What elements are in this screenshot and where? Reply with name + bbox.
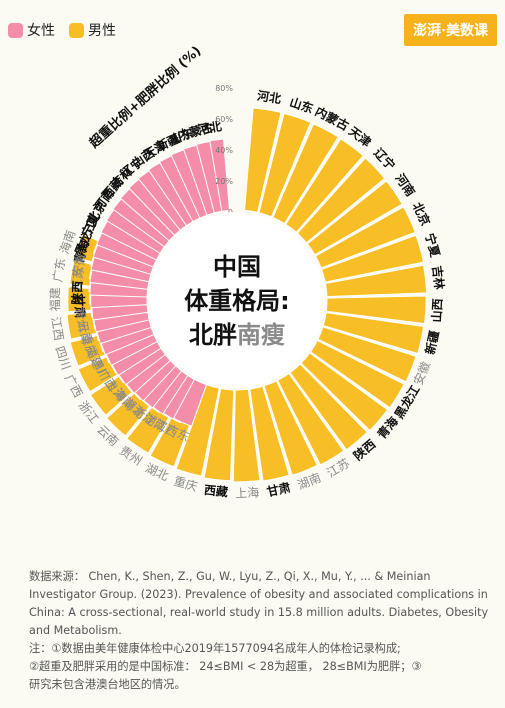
male-bar (276, 372, 345, 466)
female-label: 河北 (196, 118, 223, 137)
male-bar (249, 385, 290, 482)
male-label: 宁夏 (422, 231, 443, 259)
male-bar (322, 312, 425, 355)
brand-logo: 澎湃·美数课 (404, 14, 497, 46)
male-label: 吉林 (430, 265, 448, 291)
female-label: 贵州 (73, 307, 90, 333)
y-tick-label: 20% (215, 177, 233, 186)
male-bar (203, 387, 235, 482)
male-bar (263, 380, 319, 476)
bars-group (66, 107, 428, 483)
legend-swatch-female (8, 22, 23, 38)
male-label: 福建 (47, 287, 62, 311)
legend-swatch-male (69, 22, 84, 38)
male-bar (272, 123, 340, 225)
male-label: 北京 (410, 200, 434, 228)
female-label: 云南 (75, 319, 95, 346)
male-bar (314, 206, 416, 269)
center-title-line1: 中国 (213, 253, 261, 281)
legend-label-female: 女性 (27, 23, 55, 39)
center-title-south: 南瘦 (237, 321, 285, 349)
center-disc (149, 212, 325, 388)
note-line-1: 注：①数据由美年健康体检中心2019年1577094名成年人的体检记录构成; (29, 642, 401, 655)
male-label: 重庆 (172, 474, 199, 494)
y-tick-label: 80% (215, 84, 233, 93)
center-title-line2: 体重格局: (184, 287, 290, 315)
male-bar (175, 384, 220, 477)
legend: 女性 男性 (8, 20, 124, 40)
male-bar (325, 295, 427, 325)
male-bar (232, 388, 261, 483)
female-label: 甘肃 (72, 294, 88, 319)
male-label: 山东 (288, 94, 316, 116)
male-label: 广东 (50, 257, 68, 283)
source-notes: 数据来源： Chen, K., Shen, Z., Gu, W., Lyu, Z… (29, 568, 489, 694)
male-bar (324, 264, 428, 298)
female-label: 重庆 (79, 332, 99, 359)
male-label: 上海 (235, 485, 260, 501)
male-label: 西藏 (203, 482, 229, 500)
female-label: 山东 (167, 125, 195, 147)
male-bar (320, 234, 425, 283)
center-title-north: 北胖 (189, 321, 237, 349)
note-line-3: 研究未包含港澳台地区的情况。 (29, 678, 186, 691)
legend-label-male: 男性 (88, 23, 116, 39)
male-label: 新疆 (422, 329, 442, 356)
male-label: 山西 (429, 298, 445, 323)
male-bar (285, 138, 364, 233)
male-label: 河北 (255, 87, 282, 106)
y-tick-label: 60% (215, 115, 233, 124)
male-bar (258, 112, 312, 218)
male-bar (317, 326, 417, 383)
source-citation: 数据来源： Chen, K., Shen, Z., Gu, W., Lyu, Z… (29, 570, 489, 637)
male-bar (289, 363, 368, 451)
male-label: 海南 (56, 228, 78, 256)
legend-item-female: 女性 (8, 20, 55, 40)
legend-item-male: 男性 (69, 20, 116, 40)
male-bar (300, 352, 389, 432)
female-label: 安徽 (69, 252, 89, 279)
y-tick-label: 40% (215, 146, 233, 155)
male-label: 江西 (48, 316, 66, 342)
male-bar (306, 180, 403, 256)
male-label: 四川 (52, 344, 73, 371)
male-label: 甘肃 (265, 479, 292, 499)
note-line-2: ②超重及肥胖采用的是中国标准： 24≤BMI < 28为超重， 28≤BMI为肥… (29, 660, 422, 673)
female-bar (172, 378, 208, 427)
male-bar (296, 157, 386, 244)
female-label: 江苏 (69, 266, 86, 292)
male-bar (243, 107, 282, 213)
female-label: 陕西 (69, 280, 85, 305)
center-title-line3: 北胖南瘦 (189, 321, 285, 349)
female-label: 青海 (71, 238, 92, 265)
male-bar (309, 339, 405, 409)
